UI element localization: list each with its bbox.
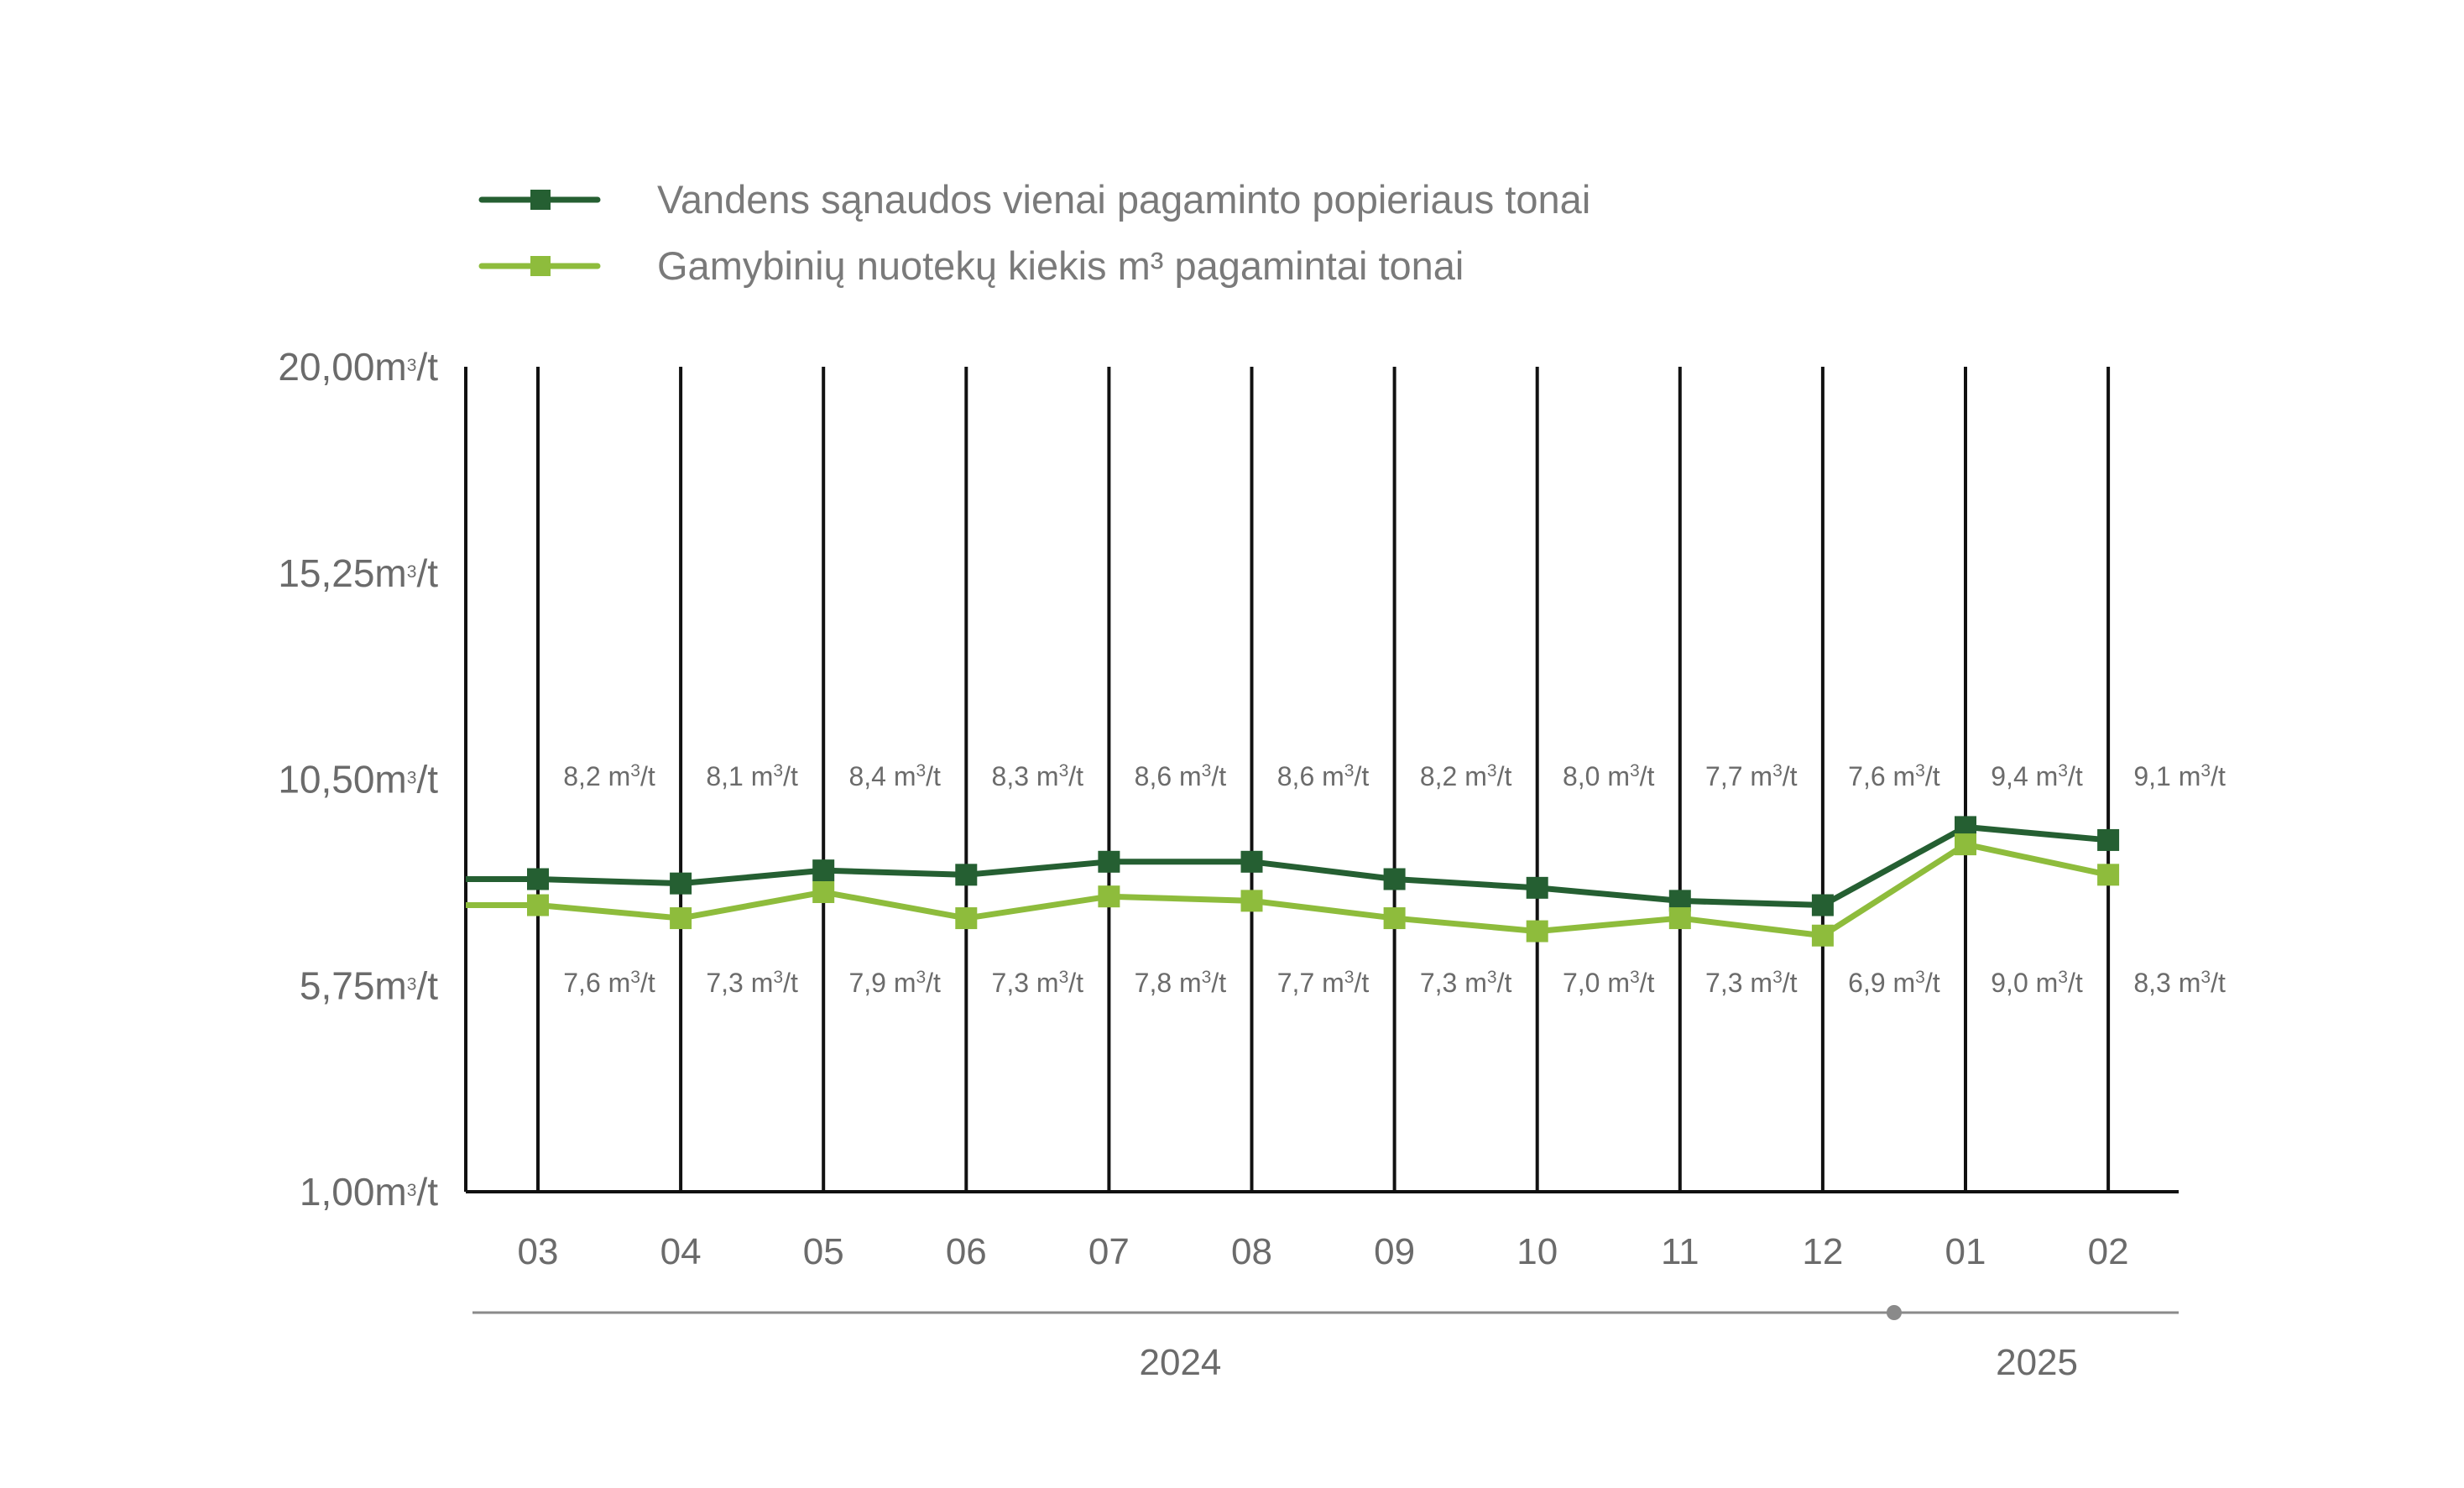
series-1-point-06: [955, 864, 978, 886]
series-2-point-07: [1098, 885, 1120, 908]
data-label-series-2: 7,3 m3/t: [992, 968, 1084, 999]
x-tick-labels: 03 04 05 06 07 08 09 10 11 12 01 02: [518, 1231, 2129, 1272]
series-line-1: [466, 823, 2109, 909]
data-label-series-2: 8,3 m3/t: [2133, 968, 2226, 999]
data-label-series-1: 7,7 m3/t: [1705, 761, 1798, 792]
series-1-point-02: [2097, 828, 2120, 851]
series-1-point-03: [527, 868, 549, 890]
series-1-point-12: [1811, 894, 1834, 916]
axes: [464, 367, 2179, 1193]
x-tick-label: 02: [2088, 1231, 2129, 1272]
x-tick-label: 06: [946, 1231, 987, 1272]
series-2-point-01: [1955, 833, 1976, 856]
data-label-series-1: 8,6 m3/t: [1277, 761, 1370, 792]
series-group: [466, 816, 2120, 947]
data-label-series-1: 8,2 m3/t: [563, 761, 655, 792]
series-1-point-08: [1240, 850, 1263, 873]
data-label-series-1: 9,4 m3/t: [1991, 761, 2083, 792]
data-label-series-2: 7,6 m3/t: [563, 968, 655, 999]
series-1-point-07: [1098, 850, 1120, 873]
data-labels: 8,2 m3/t 8,1 m3/t 8,4 m3/t 8,3 m3/t 8,6 m3/t…: [563, 761, 2226, 999]
legend-label-1: Vandens sąnaudos vienai pagaminto popier…: [657, 177, 1590, 222]
y-tick-label: 5,75m3/t: [300, 963, 438, 1007]
x-tick-label: 09: [1374, 1231, 1415, 1272]
data-label-series-2: 7,3 m3/t: [706, 968, 798, 999]
data-label-series-1: 7,6 m3/t: [1848, 761, 1940, 792]
series-2-point-11: [1668, 907, 1691, 930]
data-label-series-2: 7,3 m3/t: [1705, 968, 1798, 999]
data-label-series-1: 8,6 m3/t: [1135, 761, 1227, 792]
data-label-series-1: 8,0 m3/t: [1563, 761, 1655, 792]
data-label-series-1: 8,3 m3/t: [992, 761, 1084, 792]
series-2-point-12: [1811, 924, 1834, 947]
y-tick-label: 20,00m3/t: [278, 345, 438, 389]
year-separator-dot: [1886, 1305, 1902, 1320]
x-tick-label: 11: [1661, 1231, 1699, 1272]
data-label-series-2: 7,3 m3/t: [1420, 968, 1512, 999]
data-label-series-1: 8,2 m3/t: [1420, 761, 1512, 792]
data-label-series-2: 6,9 m3/t: [1848, 968, 1940, 999]
data-label-series-1: 8,4 m3/t: [848, 761, 941, 792]
series-2-point-06: [955, 907, 978, 930]
legend: Vandens sąnaudos vienai pagaminto popier…: [478, 177, 1590, 288]
series-1-point-09: [1383, 868, 1406, 890]
data-label-series-2: 9,0 m3/t: [1991, 968, 2083, 999]
x-tick-label: 04: [660, 1231, 702, 1272]
data-label-series-2: 7,0 m3/t: [1563, 968, 1655, 999]
data-label-series-2: 7,8 m3/t: [1135, 968, 1227, 999]
x-tick-label: 10: [1517, 1231, 1558, 1272]
y-tick-label: 10,50m3/t: [278, 758, 438, 801]
y-tick-label: 1,00m3/t: [300, 1170, 438, 1214]
y-tick-label: 15,25m3/t: [278, 551, 438, 595]
legend-marker-2: [530, 256, 551, 276]
series-2-point-02: [2097, 864, 2120, 886]
series-2-point-04: [670, 907, 692, 930]
series-1-point-10: [1526, 876, 1548, 899]
vertical-gridlines: [536, 367, 2111, 1192]
y-tick-labels: 1,00m3/t 5,75m3/t 10,50m3/t 15,25m3/t 20,00m…: [278, 345, 438, 1214]
x-tick-label: 08: [1231, 1231, 1272, 1272]
x-tick-label: 07: [1088, 1231, 1130, 1272]
x-tick-label: 03: [518, 1231, 559, 1272]
data-label-series-2: 7,9 m3/t: [848, 968, 941, 999]
x-tick-label: 12: [1802, 1231, 1843, 1272]
series-1-point-05: [812, 859, 835, 882]
legend-marker-1: [530, 190, 551, 210]
series-2-point-09: [1383, 907, 1406, 930]
x-tick-label: 01: [1945, 1231, 1986, 1272]
series-2-point-03: [527, 894, 549, 916]
year-label-2024: 2024: [1140, 1342, 1222, 1383]
series-2-point-05: [812, 881, 835, 904]
legend-label-2: Gamybinių nuotekų kiekis m³ pagamintai t…: [657, 243, 1464, 288]
year-timeline: 2024 2025: [472, 1305, 2179, 1383]
series-line-2: [466, 841, 2109, 939]
year-label-2025: 2025: [1996, 1342, 2078, 1383]
x-tick-label: 05: [803, 1231, 844, 1272]
series-2-point-10: [1526, 920, 1548, 942]
series-2-point-08: [1240, 890, 1263, 912]
data-label-series-1: 9,1 m3/t: [2133, 761, 2226, 792]
data-label-series-2: 7,7 m3/t: [1277, 968, 1370, 999]
series-1-point-04: [670, 872, 692, 895]
data-label-series-1: 8,1 m3/t: [706, 761, 798, 792]
